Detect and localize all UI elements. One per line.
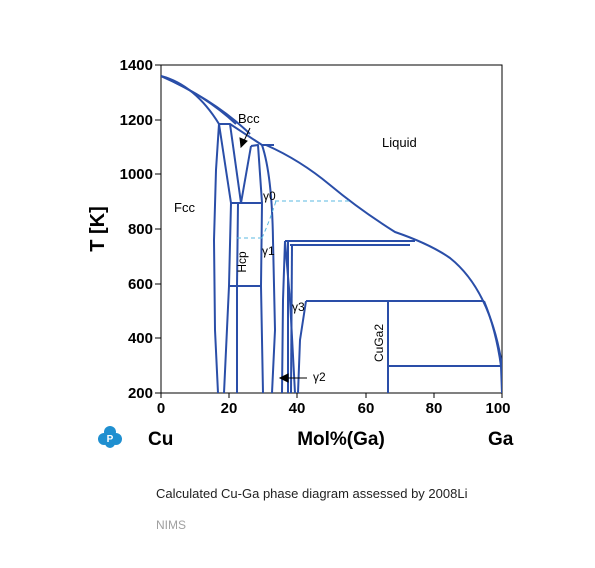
x-axis (160, 393, 503, 398)
phase-label-fcc: Fcc (174, 200, 195, 215)
y-tick-label: 400 (128, 330, 153, 347)
source-label: NIMS (156, 518, 186, 532)
x-tick-label: 0 (157, 400, 165, 417)
x-tick-label: 60 (358, 400, 375, 417)
y-tick-label: 1000 (120, 166, 153, 183)
y-axis (155, 64, 161, 394)
x-tick-label: 80 (426, 400, 443, 417)
y-tick-label: 800 (128, 221, 153, 238)
y-tick-label: 200 (128, 385, 153, 402)
phase-label-gamma2: γ2 (313, 370, 326, 384)
left-element-label: Cu (148, 429, 173, 450)
phase-label-gamma3: γ3 (292, 300, 305, 314)
phase-label-bcc: Bcc (238, 111, 260, 126)
y-tick-label: 1400 (120, 57, 153, 74)
y-axis-title: T [K] (87, 206, 109, 252)
x-tick-label: 40 (289, 400, 306, 417)
x-axis-title: Mol%(Ga) (297, 429, 385, 450)
phase-label-gamma0: γ0 (263, 189, 276, 203)
bcc-arrow (239, 127, 251, 149)
phase-label-gamma1: γ1 (262, 244, 275, 258)
y-tick-label: 1200 (120, 112, 153, 129)
phase-label-cuga2: CuGa2 (372, 324, 386, 362)
phase-label-liquid: Liquid (382, 135, 417, 150)
figure-caption: Calculated Cu-Ga phase diagram assessed … (156, 486, 468, 501)
gamma2-arrow (278, 373, 307, 383)
phase-boundaries (161, 75, 502, 393)
x-tick-label: 100 (485, 400, 510, 417)
right-element-label: Ga (488, 429, 514, 450)
x-tick-label: 20 (221, 400, 238, 417)
svg-text:P: P (107, 434, 114, 445)
y-tick-label: 600 (128, 276, 153, 293)
pauling-file-logo-icon: P (98, 426, 122, 448)
phase-label-hcp: Hcp (235, 251, 249, 273)
dashed-boundaries (237, 200, 350, 239)
